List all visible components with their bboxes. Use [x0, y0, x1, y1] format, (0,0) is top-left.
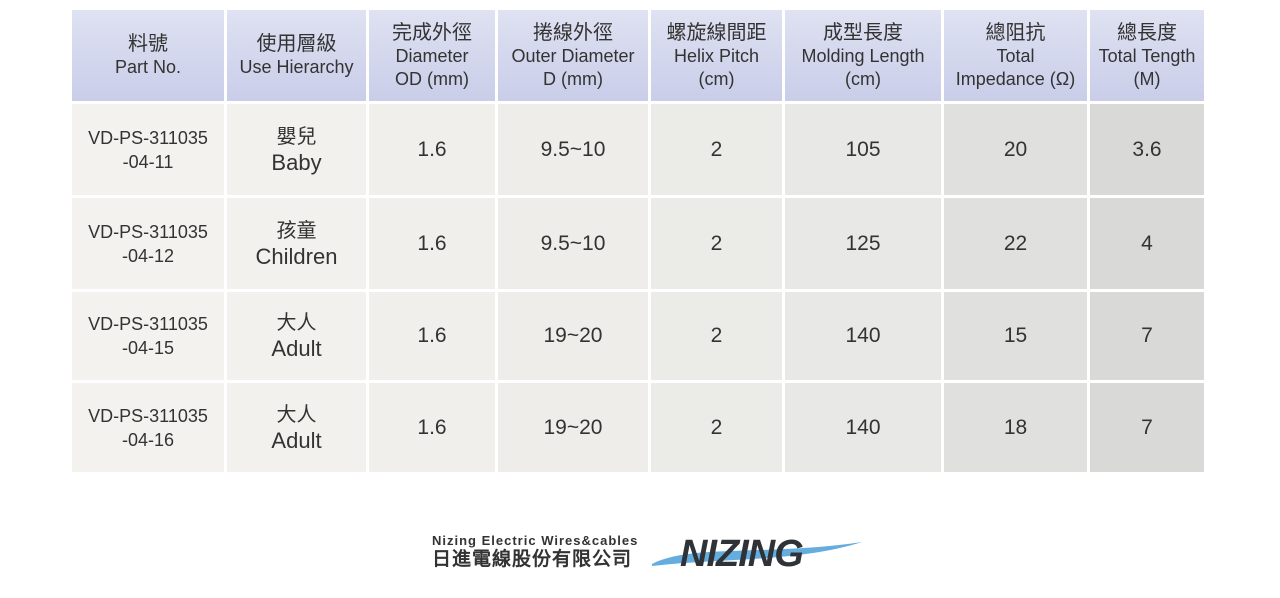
use-hierarchy-cell: 嬰兒 Baby	[227, 104, 369, 198]
outer-diameter-cell: 9.5~10	[498, 198, 651, 292]
od-cell: 1.6	[369, 104, 498, 198]
header-diameter: 完成外徑 Diameter OD (mm)	[369, 10, 498, 104]
impedance-cell: 15	[944, 292, 1090, 383]
header-molding-length: 成型長度 Molding Length (cm)	[785, 10, 944, 104]
table-row: VD-PS-311035 -04-11 嬰兒 Baby 1.6 9.5~10 2…	[72, 104, 1207, 198]
total-length-cell: 3.6	[1090, 104, 1207, 198]
part-no-cell: VD-PS-311035 -04-16	[72, 383, 227, 475]
molding-length-cell: 140	[785, 383, 944, 475]
helix-pitch-cell: 2	[651, 104, 785, 198]
od-cell: 1.6	[369, 292, 498, 383]
nizing-logo: NIZING	[652, 533, 862, 574]
table-row: VD-PS-311035 -04-12 孩童 Children 1.6 9.5~…	[72, 198, 1207, 292]
use-hierarchy-cell: 大人 Adult	[227, 383, 369, 475]
company-name-en: Nizing Electric Wires&cables	[432, 533, 639, 548]
total-length-cell: 7	[1090, 383, 1207, 475]
helix-pitch-cell: 2	[651, 383, 785, 475]
helix-pitch-cell: 2	[651, 198, 785, 292]
table-row: VD-PS-311035 -04-16 大人 Adult 1.6 19~20 2…	[72, 383, 1207, 475]
part-no-cell: VD-PS-311035 -04-11	[72, 104, 227, 198]
part-no-cell: VD-PS-311035 -04-15	[72, 292, 227, 383]
total-length-cell: 4	[1090, 198, 1207, 292]
header-total-length: 總長度 Total Tength (M)	[1090, 10, 1207, 104]
header-use-hierarchy: 使用層級 Use Hierarchy	[227, 10, 369, 104]
header-outer-diameter: 捲線外徑 Outer Diameter D (mm)	[498, 10, 651, 104]
part-no-cell: VD-PS-311035 -04-12	[72, 198, 227, 292]
impedance-cell: 22	[944, 198, 1090, 292]
outer-diameter-cell: 9.5~10	[498, 104, 651, 198]
helix-pitch-cell: 2	[651, 292, 785, 383]
outer-diameter-cell: 19~20	[498, 292, 651, 383]
impedance-cell: 20	[944, 104, 1090, 198]
impedance-cell: 18	[944, 383, 1090, 475]
molding-length-cell: 140	[785, 292, 944, 383]
molding-length-cell: 125	[785, 198, 944, 292]
company-name-zh: 日進電線股份有限公司	[432, 549, 633, 570]
company-name: Nizing Electric Wires&cables 日進電線股份有限公司	[432, 533, 638, 571]
od-cell: 1.6	[369, 383, 498, 475]
table-row: VD-PS-311035 -04-15 大人 Adult 1.6 19~20 2…	[72, 292, 1207, 383]
header-total-impedance: 總阻抗 Total Impedance (Ω)	[944, 10, 1090, 104]
spec-table: 料號 Part No. 使用層級 Use Hierarchy 完成外徑 Diam…	[72, 10, 1207, 475]
total-length-cell: 7	[1090, 292, 1207, 383]
molding-length-cell: 105	[785, 104, 944, 198]
use-hierarchy-cell: 孩童 Children	[227, 198, 369, 292]
outer-diameter-cell: 19~20	[498, 383, 651, 475]
header-row: 料號 Part No. 使用層級 Use Hierarchy 完成外徑 Diam…	[72, 10, 1207, 104]
od-cell: 1.6	[369, 198, 498, 292]
logo-wordmark: NIZING	[680, 533, 803, 574]
use-hierarchy-cell: 大人 Adult	[227, 292, 369, 383]
header-helix-pitch: 螺旋線間距 Helix Pitch (cm)	[651, 10, 785, 104]
logo-swoosh-icon	[652, 542, 862, 566]
header-part-no: 料號 Part No.	[72, 10, 227, 104]
